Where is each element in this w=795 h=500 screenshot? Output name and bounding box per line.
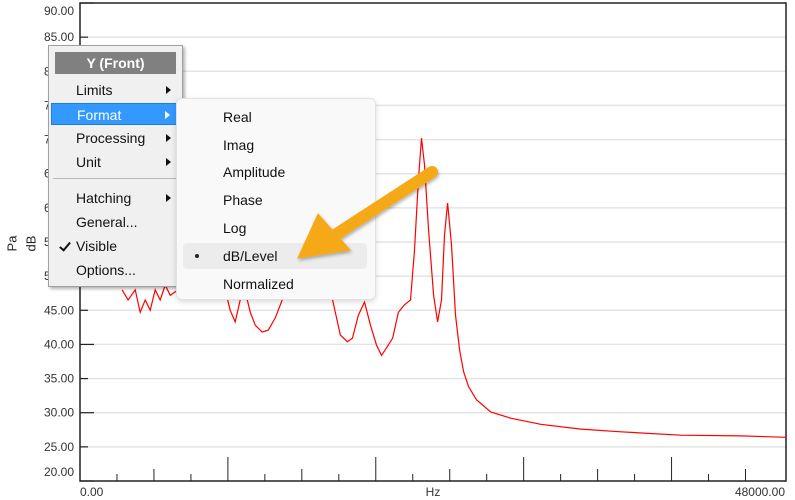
radio-dot-icon [195, 254, 199, 258]
checkmark-icon [59, 239, 71, 252]
submenu-item-label: Normalized [223, 276, 294, 292]
y-axis-context-menu: Y (Front) Limits Format Processing Unit … [48, 45, 183, 287]
x-tick-label-min: 0.00 [80, 485, 104, 499]
y-tick-label: 85.00 [44, 30, 74, 44]
menu-item-label: Unit [76, 154, 101, 170]
menu-title: Y (Front) [55, 52, 176, 74]
chevron-right-icon [166, 194, 171, 202]
y-tick-label: 45.00 [44, 303, 74, 317]
menu-separator [53, 178, 178, 179]
y-tick-label: 40.00 [44, 337, 74, 351]
chevron-right-icon [166, 86, 171, 94]
submenu-item-label: Phase [223, 192, 263, 208]
y-axis-label-db: dB [23, 235, 39, 252]
y-axis-label-pa: Pa [4, 235, 20, 252]
chevron-right-icon [166, 158, 171, 166]
menu-item-label: Format [77, 107, 122, 123]
menu-item-label: Options... [76, 262, 136, 278]
menu-item-label: Visible [76, 238, 117, 254]
submenu-item-label: Real [223, 109, 252, 125]
chevron-right-icon [166, 134, 171, 142]
submenu-item-imag[interactable]: Imag [183, 132, 367, 158]
submenu-item-label: Amplitude [223, 164, 286, 180]
submenu-item-label: Log [223, 220, 247, 236]
menu-item-unit[interactable]: Unit [51, 151, 179, 173]
submenu-item-log[interactable]: Log [183, 215, 367, 241]
y-tick-label: 35.00 [44, 372, 74, 386]
y-tick-label: 90.00 [44, 4, 74, 18]
format-submenu: Real Imag Amplitude Phase Log dB/Level N… [176, 98, 376, 300]
submenu-item-amplitude[interactable]: Amplitude [183, 159, 367, 185]
y-tick-label: 20.00 [44, 465, 74, 479]
submenu-item-real[interactable]: Real [183, 104, 367, 130]
x-axis-label: Hz [426, 485, 441, 499]
submenu-item-label: dB/Level [223, 248, 278, 264]
menu-item-limits[interactable]: Limits [51, 79, 179, 101]
menu-item-options[interactable]: Options... [51, 259, 179, 281]
menu-item-format[interactable]: Format [51, 103, 179, 125]
submenu-item-label: Imag [223, 137, 255, 153]
submenu-item-phase[interactable]: Phase [183, 187, 367, 213]
menu-item-label: Processing [76, 130, 146, 146]
x-tick-label-max: 48000.00 [735, 485, 785, 499]
menu-item-label: Hatching [76, 190, 132, 206]
y-tick-label: 25.00 [44, 440, 74, 454]
menu-item-hatching[interactable]: Hatching [51, 187, 179, 209]
chevron-right-icon [165, 111, 170, 119]
submenu-item-db-level[interactable]: dB/Level [183, 243, 367, 269]
submenu-item-normalized[interactable]: Normalized [183, 271, 367, 297]
menu-item-label: Limits [76, 82, 113, 98]
menu-item-processing[interactable]: Processing [51, 127, 179, 149]
menu-item-visible[interactable]: Visible [51, 235, 179, 257]
menu-item-label: General... [76, 214, 138, 230]
y-tick-label: 30.00 [44, 406, 74, 420]
menu-item-general[interactable]: General... [51, 211, 179, 233]
